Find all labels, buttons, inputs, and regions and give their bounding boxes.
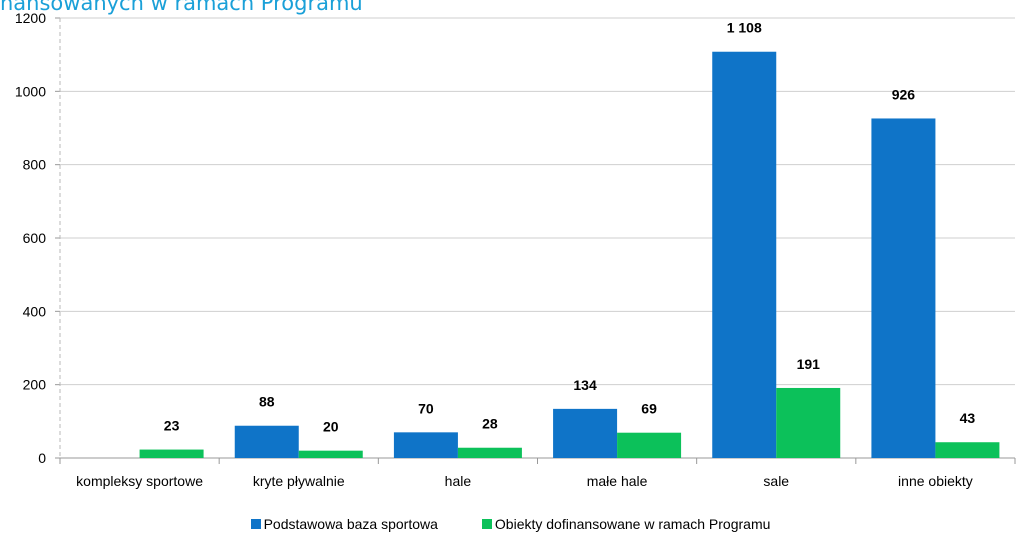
- bar: [553, 408, 618, 458]
- bar: [139, 449, 204, 458]
- category-label: sale: [763, 473, 789, 489]
- chart-title: nansowanych w ramach Programu: [0, 0, 363, 15]
- gridlines: [60, 17, 1015, 386]
- legend: Podstawowa baza sportowa Obiekty dofinans…: [0, 516, 1021, 532]
- data-label: 134: [573, 377, 597, 393]
- bar: [234, 425, 299, 458]
- bar: [298, 450, 363, 458]
- bar: [393, 432, 458, 458]
- data-label: 23: [164, 418, 180, 434]
- y-tick-label: 200: [23, 377, 47, 393]
- legend-item: Obiekty dofinansowane w ramach Programu: [481, 516, 771, 532]
- bar: [617, 432, 682, 458]
- y-tick-label: 0: [38, 450, 46, 466]
- bar: [712, 51, 777, 458]
- data-label: 1 108: [727, 20, 762, 36]
- legend-item: Podstawowa baza sportowa: [250, 516, 438, 532]
- data-label: 20: [323, 419, 339, 435]
- bars: [139, 51, 1000, 458]
- data-label: 88: [259, 394, 275, 410]
- axes: 0 200 400 600 800 1000 1200 kompleksy sportowe k…: [15, 10, 1016, 489]
- bar-chart: 0 200 400 600 800 1000 1200 kompleksy sportowe k…: [15, 10, 1016, 489]
- category-label: kompleksy sportowe: [76, 473, 203, 489]
- y-tick-label: 600: [23, 230, 47, 246]
- data-label: 69: [641, 401, 657, 417]
- legend-label: Obiekty dofinansowane w ramach Programu: [494, 516, 771, 532]
- legend-swatch: [481, 519, 492, 529]
- y-tick-label: 800: [23, 157, 47, 173]
- bar: [871, 118, 936, 458]
- category-label: kryte pływalnie: [253, 473, 345, 489]
- data-label: 43: [960, 410, 976, 426]
- category-label: małe hale: [587, 473, 648, 489]
- legend-label: Podstawowa baza sportowa: [263, 516, 438, 532]
- data-label: 926: [892, 86, 916, 102]
- category-label: inne obiekty: [898, 473, 973, 489]
- legend-swatch: [250, 519, 261, 529]
- bar: [457, 447, 522, 458]
- y-tick-label: 1200: [15, 10, 46, 26]
- y-tick-label: 400: [23, 303, 47, 319]
- data-label: 191: [797, 356, 821, 372]
- category-label: hale: [445, 473, 472, 489]
- bar: [776, 387, 841, 458]
- data-label: 70: [418, 400, 434, 416]
- bar: [935, 442, 1000, 458]
- data-label: 28: [482, 416, 498, 432]
- data-labels: 88 70 134 1 108 926 23 20 28 69 191 43: [164, 20, 976, 435]
- y-tick-label: 1000: [15, 83, 46, 99]
